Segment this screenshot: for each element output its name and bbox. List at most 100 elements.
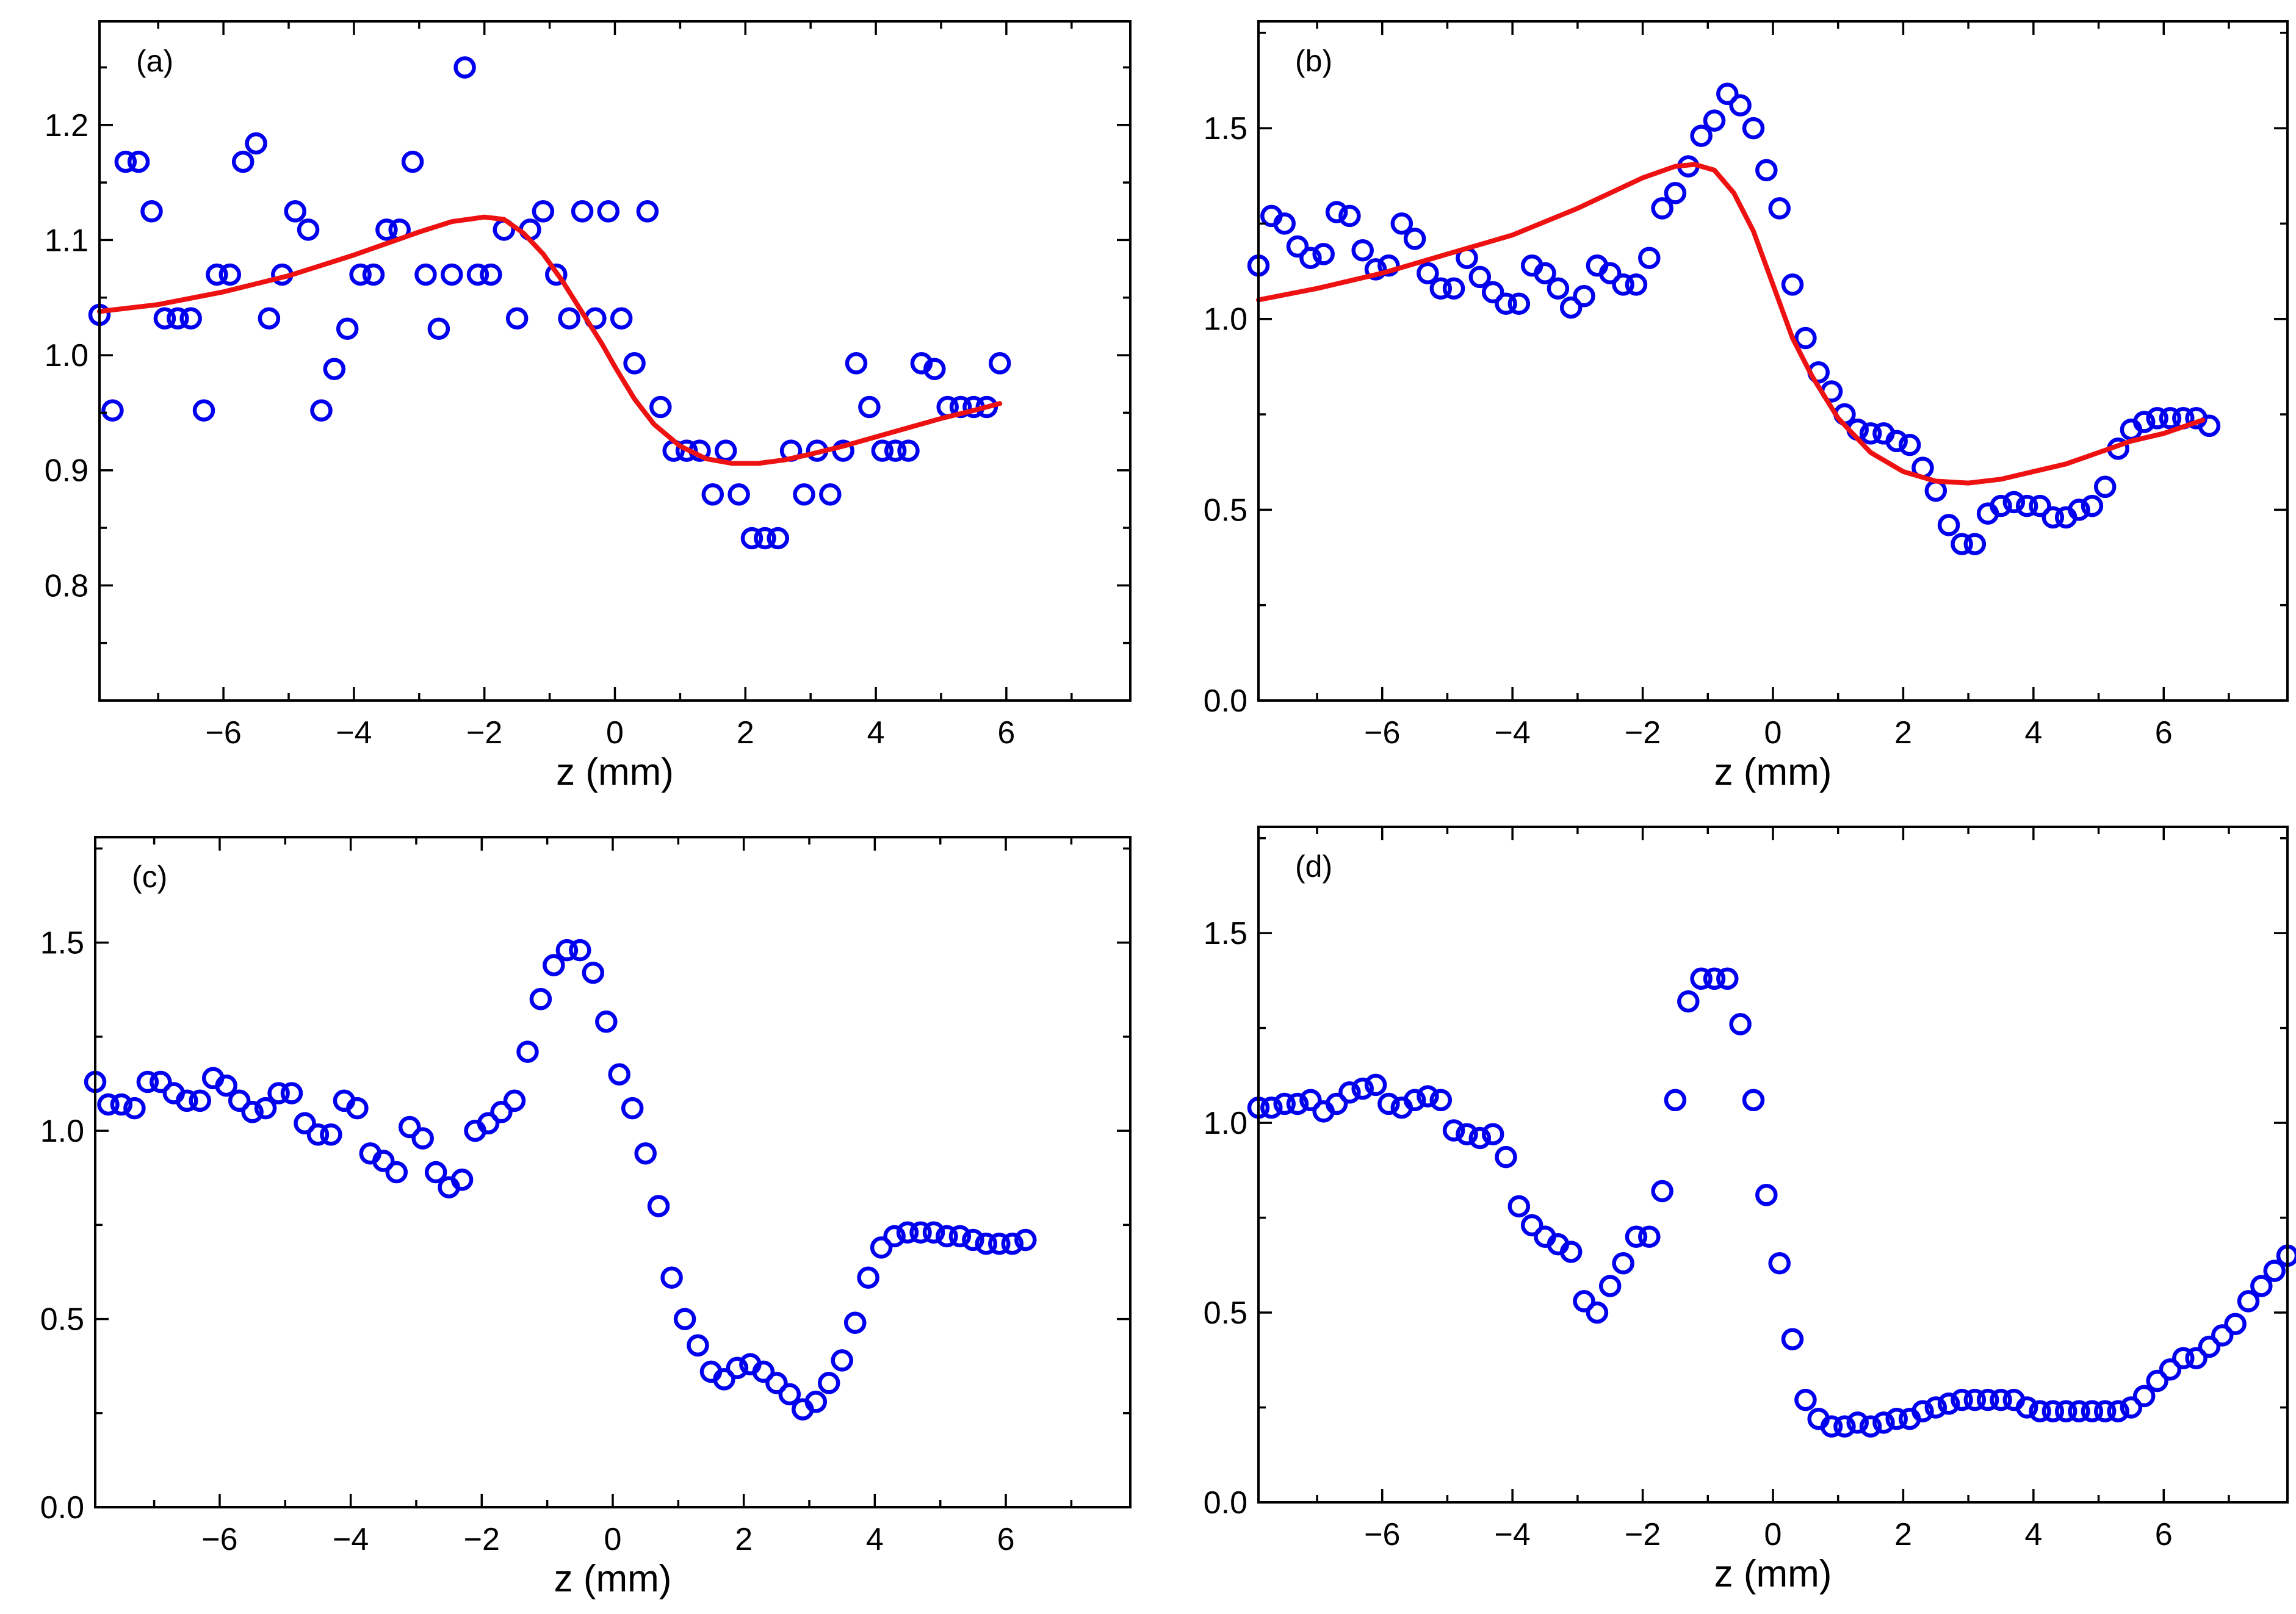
chart-1-y-tick-label: 1.5 [1204,111,1247,146]
panel-a: −6 −4 −2 0 2 4 6 0.8 0.9 1.0 1.1 1.2 z (mm) (a) [45,20,1132,793]
chart-2-y-tick-label: 1.0 [40,1114,84,1149]
chart-3-data-point [1429,1089,1453,1112]
chart-2-x-tick-label: 4 [866,1522,884,1557]
chart-1-x-tick-label: 6 [2155,715,2173,751]
chart-2-data-point [411,1127,434,1150]
chart-3-y-tick-label: 0.5 [1204,1295,1247,1331]
chart-2-data-point [608,1063,630,1086]
chart-3-data-point [2198,1335,2221,1358]
chart-1-data-point [1299,247,1322,269]
chart-2-data-point [320,1123,342,1146]
panel-b: −6 −4 −2 0 2 4 6 0.0 0.5 1.0 1.5 z (mm) (b) [1204,20,2289,793]
chart-1-data-point [1898,433,1921,456]
chart-3-x-axis-label: z (mm) [1714,1553,1832,1595]
chart-2-data-point [280,1082,303,1104]
chart-3-data-point [2093,1400,2117,1422]
chart-1-data-point [1377,254,1400,277]
chart-0-data-point [897,439,920,462]
chart-3-data-point [1690,967,1713,990]
chart-0-data-point [258,307,281,330]
chart-2-plot-frame [94,836,1132,1508]
chart-3-x-tick-label: −4 [1495,1517,1531,1552]
chart-1-data-point [1312,243,1335,265]
chart-0-data-point [245,132,267,155]
chart-2-data-point [896,1221,919,1244]
chart-3-data-point [1638,1225,1661,1248]
chart-2-data-point [123,1097,146,1120]
chart-3-data-point [1299,1089,1322,1112]
chart-2-data-point [817,1372,840,1394]
chart-2-data-point [765,1372,788,1394]
chart-3-data-point [2159,1358,2182,1381]
chart-0-data-point [675,439,698,462]
chart-1-x-tick-label: −6 [1364,715,1400,751]
chart-2-data-point [97,1093,120,1116]
chart-3-data-point [1377,1092,1400,1115]
chart-1-data-point [1338,204,1361,228]
chart-2-data-point [975,1232,998,1255]
chart-0-x-tick-label: 0 [606,715,624,751]
chart-1-data-point [1507,292,1531,315]
chart-2-data-point [778,1383,801,1406]
chart-1-data-point [1781,273,1804,296]
chart-2-data-point [503,1089,526,1112]
chart-2-data-point [673,1308,696,1330]
chart-0-y-tick-label: 1.2 [45,108,88,143]
chart-3-data-point [2237,1290,2260,1313]
chart-3-data-point [1612,1252,1634,1275]
chart-0-data-point [480,263,502,286]
chart-0-data-point [505,307,529,330]
chart-3-data-point [1990,1388,2012,1411]
chart-1-data-point [1417,262,1439,284]
chart-3-x-tick-label: 2 [1894,1517,1912,1552]
chart-3-data-point [2132,1385,2156,1408]
chart-0-data-point [858,395,881,419]
chart-0-data-point [453,56,476,79]
chart-0-data-point [297,218,320,241]
chart-2-data-point [752,1360,775,1383]
chart-2-data-point [843,1311,867,1334]
chart-1-data-point [1468,265,1492,289]
chart-3-data-point [1651,1180,1673,1203]
chart-1-data-point [2159,407,2182,430]
chart-2-data-point [634,1142,657,1165]
chart-3-data-point [1885,1407,1908,1430]
chart-0-data-point [871,439,894,462]
chart-1-data-point [1325,201,1348,223]
chart-0-data-point [466,263,489,286]
chart-3-data-point [1286,1092,1309,1115]
chart-2-data-point [372,1150,395,1172]
chart-0-data-point [336,317,359,340]
chart-3-data-point [2041,1400,2065,1422]
chart-3-data-point [1976,1388,1999,1411]
chart-2-data-point [988,1232,1011,1255]
chart-1-data-point [1742,117,1765,140]
chart-0-x-tick-label: 6 [997,715,1015,751]
chart-2-data-point [450,1169,474,1191]
chart-0-data-point [649,395,672,419]
chart-3-data-point [2263,1259,2286,1282]
chart-0-data-point [923,358,946,380]
chart-1-data-point [1625,273,1648,296]
chart-0-data-point [701,483,724,506]
chart-0-data-point [127,150,150,173]
chart-3-data-point [1937,1392,1960,1415]
chart-1-data-point [1703,109,1726,132]
chart-3-data-point [1260,1096,1283,1119]
chart-1-data-point [1755,159,1778,182]
chart-0-data-point [153,307,176,330]
chart-0-data-point [140,200,163,223]
chart-3-data-point [1598,1275,1622,1297]
chart-1-data-point [1598,262,1622,284]
chart-1-data-point [1612,273,1634,296]
chart-3-data-point [1417,1085,1439,1108]
chart-3-data-point [1403,1089,1426,1112]
chart-2-data-point [962,1228,984,1252]
chart-2-x-tick-label: −6 [201,1522,237,1557]
chart-0-y-tick-label: 1.1 [45,223,88,258]
chart-2-x-tick-label: −4 [333,1522,369,1557]
chart-1-data-point [2132,411,2156,433]
chart-1-data-point [1429,277,1453,300]
chart-3-data-point [1351,1077,1374,1100]
chart-2-data-point [713,1368,735,1391]
